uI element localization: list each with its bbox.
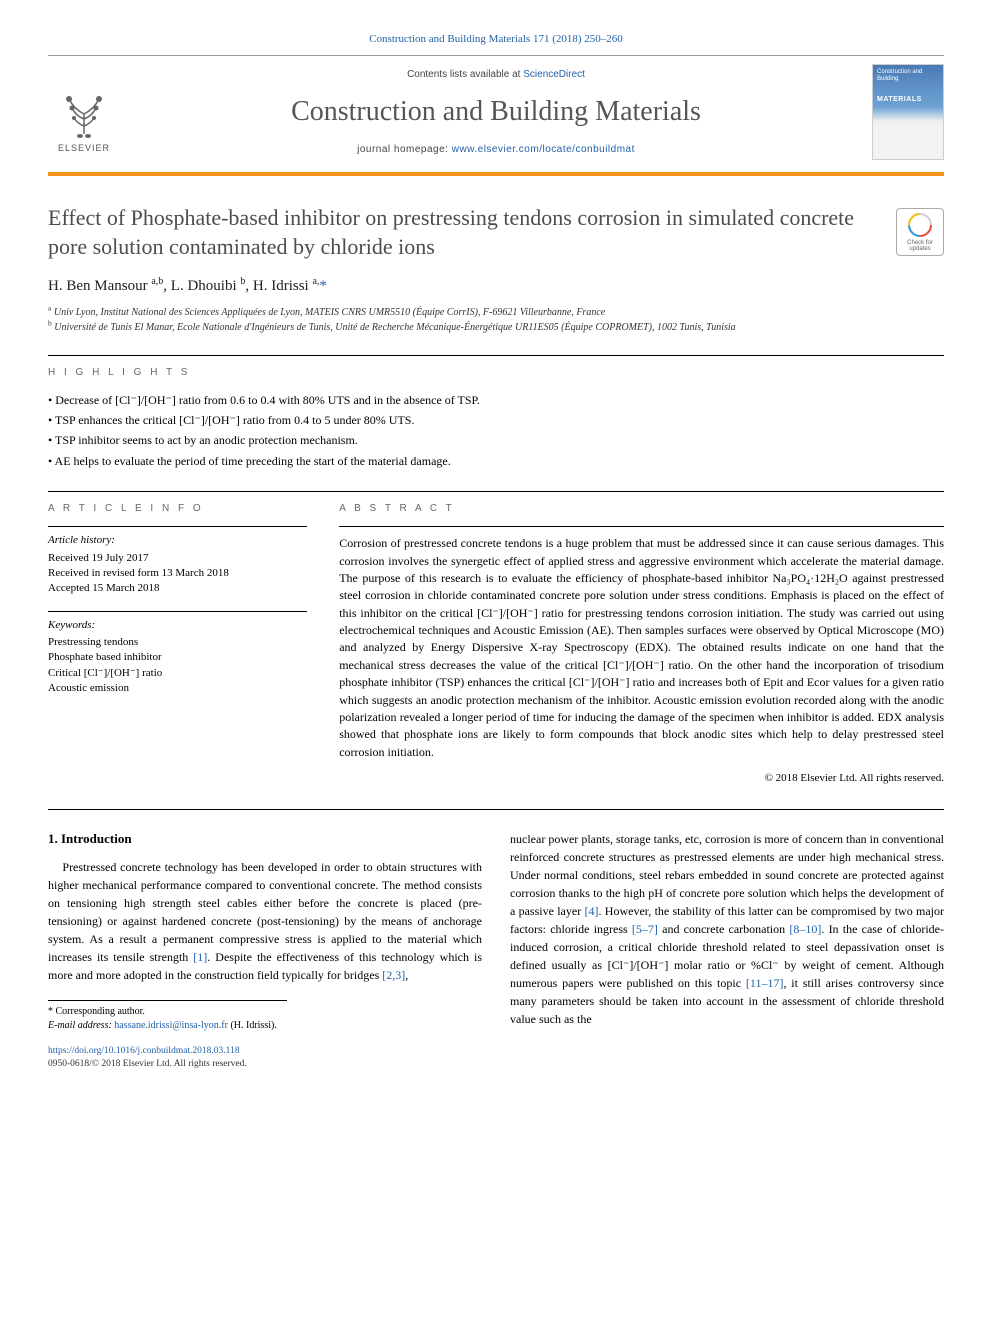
crossmark-text: Check for updates	[897, 240, 943, 253]
elsevier-tree-icon	[54, 84, 114, 140]
affiliation-a-text: Univ Lyon, Institut National des Science…	[54, 307, 605, 318]
body-columns: 1. Introduction Prestressed concrete tec…	[48, 830, 944, 1033]
journal-homepage: journal homepage: www.elsevier.com/locat…	[136, 143, 856, 157]
abstract-label: A B S T R A C T	[339, 502, 944, 516]
highlight-item: TSP inhibitor seems to act by an anodic …	[48, 430, 944, 450]
affiliations: a Univ Lyon, Institut National des Scien…	[48, 305, 944, 335]
affiliation-b-text: Université de Tunis El Manar, Ecole Nati…	[54, 322, 735, 333]
abstract-text: Corrosion of prestressed concrete tendon…	[339, 535, 944, 761]
article-history: Article history: Received 19 July 2017 R…	[48, 533, 307, 597]
crossmark-badge[interactable]: Check for updates	[896, 208, 944, 256]
authors: H. Ben Mansour a,b, L. Dhouibi b, H. Idr…	[48, 276, 944, 297]
divider	[48, 526, 307, 527]
crossmark-icon	[907, 212, 933, 238]
email-author: (H. Idrissi).	[228, 1020, 277, 1031]
cover-thumb-title: Construction and Building	[877, 69, 939, 82]
email-label: E-mail address:	[48, 1020, 114, 1031]
keywords-block: Keywords: Prestressing tendons Phosphate…	[48, 618, 307, 697]
affiliation-a: a Univ Lyon, Institut National des Scien…	[48, 305, 944, 320]
header-center: Contents lists available at ScienceDirec…	[136, 68, 856, 157]
abstract-column: A B S T R A C T Corrosion of prestressed…	[339, 502, 944, 786]
intro-paragraph-right: nuclear power plants, storage tanks, etc…	[510, 830, 944, 1028]
footnotes: * Corresponding author. E-mail address: …	[48, 1000, 287, 1033]
highlight-item: TSP enhances the critical [Cl⁻]/[OH⁻] ra…	[48, 410, 944, 430]
contents-line: Contents lists available at ScienceDirec…	[136, 68, 856, 82]
article-info-label: A R T I C L E I N F O	[48, 502, 307, 516]
email-line: E-mail address: hassane.idrissi@insa-lyo…	[48, 1019, 287, 1033]
abstract-copyright: © 2018 Elsevier Ltd. All rights reserved…	[339, 771, 944, 786]
article-info-column: A R T I C L E I N F O Article history: R…	[48, 502, 307, 786]
homepage-link[interactable]: www.elsevier.com/locate/conbuildmat	[452, 144, 635, 155]
history-line: Received in revised form 13 March 2018	[48, 566, 307, 581]
issn-copyright: 0950-0618/© 2018 Elsevier Ltd. All right…	[48, 1059, 247, 1069]
article-head: Effect of Phosphate-based inhibitor on p…	[48, 204, 944, 261]
body-left-column: 1. Introduction Prestressed concrete tec…	[48, 830, 482, 1033]
authors-list: H. Ben Mansour a,b, L. Dhouibi b, H. Idr…	[48, 278, 319, 294]
introduction-heading: 1. Introduction	[48, 830, 482, 848]
highlight-item: AE helps to evaluate the period of time …	[48, 451, 944, 471]
corresponding-email-link[interactable]: hassane.idrissi@insa-lyon.fr	[114, 1020, 228, 1031]
cover-thumb-subtitle: MATERIALS	[877, 95, 922, 105]
keyword: Critical [Cl⁻]/[OH⁻] ratio	[48, 666, 307, 681]
keywords-heading: Keywords:	[48, 618, 307, 633]
divider	[48, 491, 944, 492]
sciencedirect-link[interactable]: ScienceDirect	[523, 69, 585, 80]
elsevier-logo[interactable]: ELSEVIER	[48, 70, 120, 154]
divider	[48, 355, 944, 356]
page-footer: https://doi.org/10.1016/j.conbuildmat.20…	[48, 1045, 944, 1072]
corresponding-author-note: * Corresponding author.	[48, 1005, 287, 1019]
divider	[48, 809, 944, 810]
journal-header: ELSEVIER Contents lists available at Sci…	[48, 56, 944, 176]
keyword: Phosphate based inhibitor	[48, 650, 307, 665]
elsevier-label: ELSEVIER	[58, 142, 110, 155]
keyword: Prestressing tendons	[48, 635, 307, 650]
doi-link[interactable]: https://doi.org/10.1016/j.conbuildmat.20…	[48, 1046, 240, 1056]
body-right-column: nuclear power plants, storage tanks, etc…	[510, 830, 944, 1033]
highlights-label: H I G H L I G H T S	[48, 366, 944, 380]
divider	[339, 526, 944, 527]
corresponding-author-symbol[interactable]: *	[319, 278, 327, 294]
history-heading: Article history:	[48, 533, 307, 548]
history-line: Received 19 July 2017	[48, 551, 307, 566]
history-line: Accepted 15 March 2018	[48, 581, 307, 596]
journal-reference: Construction and Building Materials 171 …	[48, 32, 944, 47]
journal-cover-thumbnail[interactable]: Construction and Building MATERIALS	[872, 64, 944, 160]
contents-prefix: Contents lists available at	[407, 69, 523, 80]
affiliation-b: b Université de Tunis El Manar, Ecole Na…	[48, 320, 944, 335]
homepage-prefix: journal homepage:	[357, 144, 452, 155]
article-title: Effect of Phosphate-based inhibitor on p…	[48, 204, 880, 261]
divider	[48, 611, 307, 612]
journal-title: Construction and Building Materials	[136, 92, 856, 131]
keyword: Acoustic emission	[48, 681, 307, 696]
info-abstract-row: A R T I C L E I N F O Article history: R…	[48, 502, 944, 786]
highlight-item: Decrease of [Cl⁻]/[OH⁻] ratio from 0.6 t…	[48, 390, 944, 410]
intro-paragraph-left: Prestressed concrete technology has been…	[48, 858, 482, 984]
highlights-list: Decrease of [Cl⁻]/[OH⁻] ratio from 0.6 t…	[48, 390, 944, 472]
